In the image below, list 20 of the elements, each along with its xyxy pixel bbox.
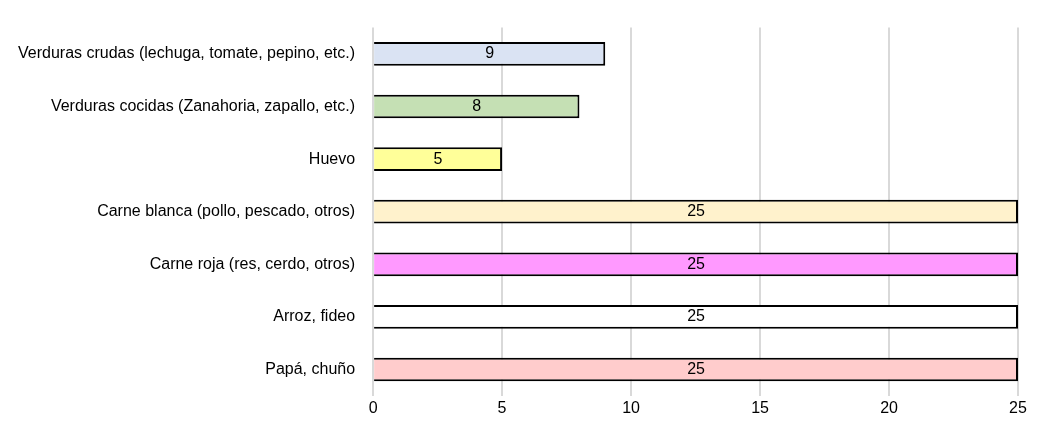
x-tick-label: 10 <box>622 398 641 416</box>
data-label: 25 <box>687 254 706 272</box>
x-tick-label: 25 <box>1009 398 1027 416</box>
y-tick-label: Verduras cocidas (Zanahoria, zapallo, etc.) <box>50 96 356 114</box>
x-tick-label: 20 <box>880 398 899 416</box>
x-tick-label: 15 <box>751 398 770 416</box>
data-label: 25 <box>687 359 706 377</box>
y-tick-label: Carne blanca (pollo, pescado, otros) <box>97 202 356 220</box>
x-tick-label: 5 <box>497 398 507 416</box>
data-label: 9 <box>485 44 495 62</box>
x-tick-label: 0 <box>368 398 378 416</box>
y-tick-label: Verduras crudas (lechuga, tomate, pepino, etc.) <box>18 44 356 62</box>
data-label: 5 <box>433 149 443 167</box>
data-label: 8 <box>472 96 482 114</box>
y-tick-label: Arroz, fideo <box>273 307 356 325</box>
data-label: 25 <box>687 202 706 220</box>
y-tick-label: Papá, chuño <box>265 359 356 377</box>
data-label: 25 <box>687 307 706 325</box>
y-tick-label: Carne roja (res, cerdo, otros) <box>149 254 356 272</box>
y-tick-label: Huevo <box>308 149 356 167</box>
